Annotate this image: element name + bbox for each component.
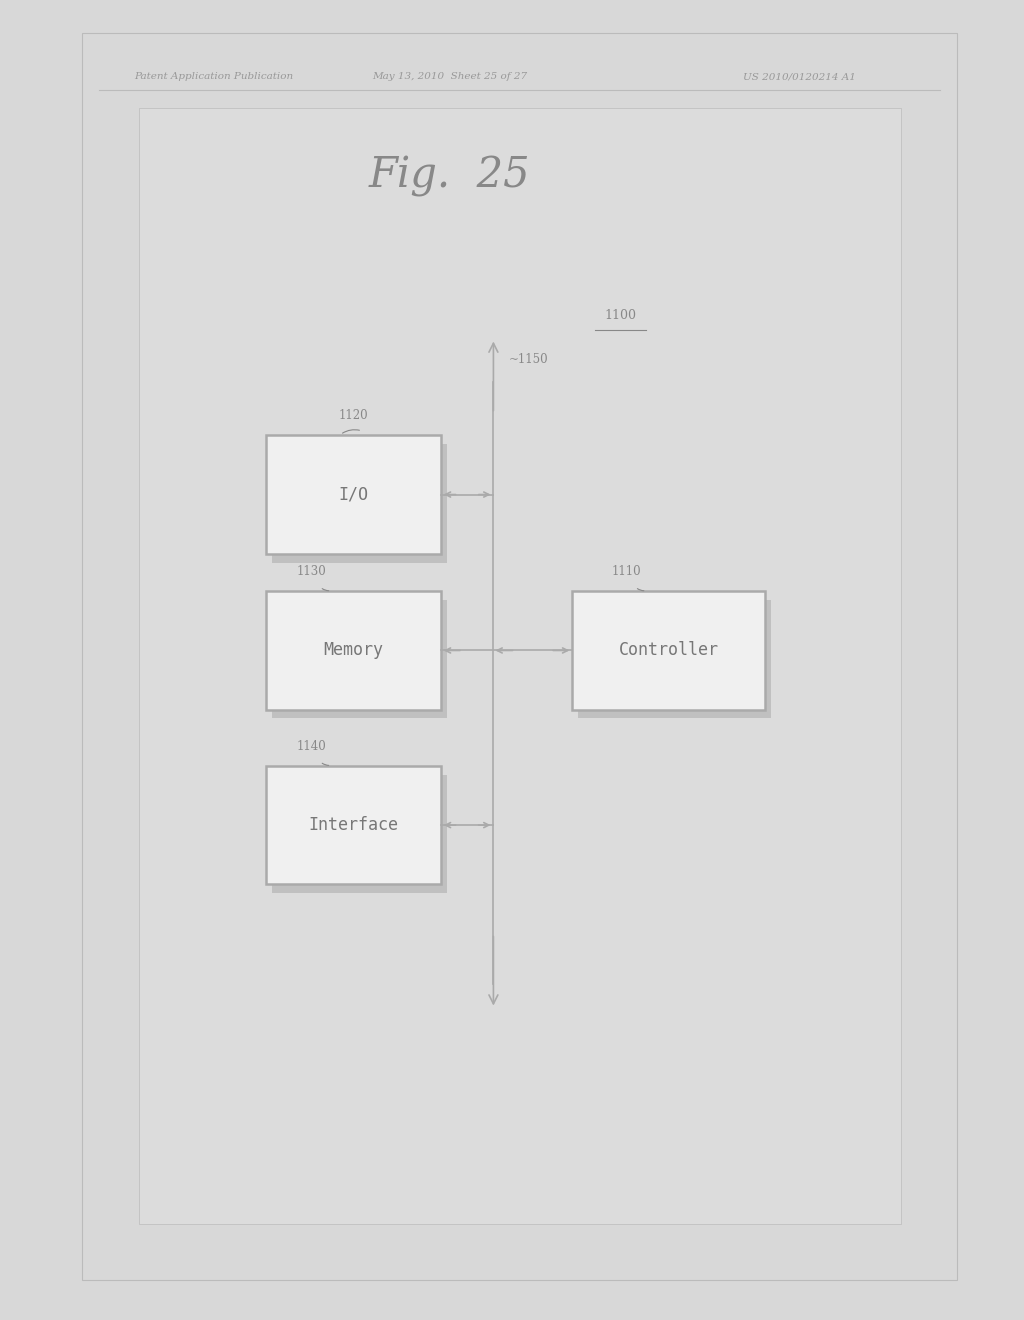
Bar (579, 601, 771, 718)
Bar (272, 775, 447, 894)
Bar (266, 766, 441, 884)
Text: 1120: 1120 (339, 409, 369, 422)
Bar (266, 591, 441, 710)
Text: 1140: 1140 (296, 741, 327, 752)
Bar (572, 591, 765, 710)
Text: I/O: I/O (338, 486, 369, 503)
Text: ~1150: ~1150 (509, 354, 549, 367)
Text: Interface: Interface (308, 816, 398, 834)
Text: 1110: 1110 (611, 565, 641, 578)
Text: Controller: Controller (618, 642, 719, 660)
Text: Patent Application Publication: Patent Application Publication (134, 73, 294, 81)
Text: May 13, 2010  Sheet 25 of 27: May 13, 2010 Sheet 25 of 27 (372, 73, 527, 81)
Text: 1130: 1130 (296, 565, 327, 578)
Text: 1100: 1100 (604, 309, 636, 322)
Bar (139, 108, 900, 1224)
Bar (266, 436, 441, 554)
Text: US 2010/0120214 A1: US 2010/0120214 A1 (743, 73, 856, 81)
Text: Fig.  25: Fig. 25 (369, 156, 530, 198)
Bar (272, 444, 447, 562)
Text: Memory: Memory (324, 642, 383, 660)
Bar (272, 601, 447, 718)
